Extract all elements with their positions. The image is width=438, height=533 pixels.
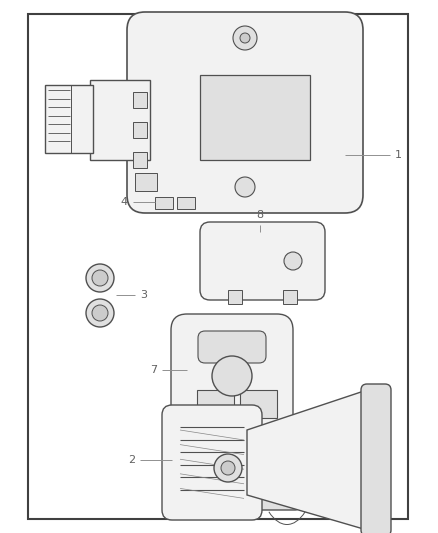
- Bar: [283, 290, 297, 304]
- Circle shape: [233, 26, 257, 50]
- Bar: [28, 14, 408, 519]
- Bar: [133, 122, 147, 138]
- Bar: [200, 75, 310, 160]
- FancyBboxPatch shape: [171, 486, 299, 510]
- Bar: [228, 290, 242, 304]
- Circle shape: [240, 33, 250, 43]
- Bar: [177, 197, 195, 209]
- Circle shape: [86, 299, 114, 327]
- Circle shape: [92, 305, 108, 321]
- FancyBboxPatch shape: [198, 331, 266, 363]
- Circle shape: [86, 264, 114, 292]
- FancyBboxPatch shape: [127, 12, 363, 213]
- Text: 8: 8: [256, 210, 264, 220]
- Circle shape: [92, 270, 108, 286]
- Text: 7: 7: [150, 365, 157, 375]
- Bar: [135, 173, 157, 191]
- Circle shape: [235, 177, 255, 197]
- Text: 2: 2: [128, 455, 135, 465]
- Circle shape: [221, 461, 235, 475]
- Bar: [90, 80, 150, 160]
- Bar: [155, 197, 173, 209]
- FancyBboxPatch shape: [171, 314, 293, 446]
- Bar: [133, 152, 147, 168]
- Bar: [133, 92, 147, 108]
- FancyBboxPatch shape: [162, 405, 262, 520]
- Bar: [197, 390, 234, 418]
- Text: 4: 4: [121, 197, 128, 207]
- Bar: [240, 390, 277, 418]
- Circle shape: [214, 454, 242, 482]
- FancyBboxPatch shape: [200, 222, 325, 300]
- Circle shape: [212, 356, 252, 396]
- Bar: [45, 85, 93, 153]
- Text: 1: 1: [395, 150, 402, 160]
- Circle shape: [284, 252, 302, 270]
- Text: 3: 3: [140, 290, 147, 300]
- Polygon shape: [247, 390, 367, 530]
- FancyBboxPatch shape: [361, 384, 391, 533]
